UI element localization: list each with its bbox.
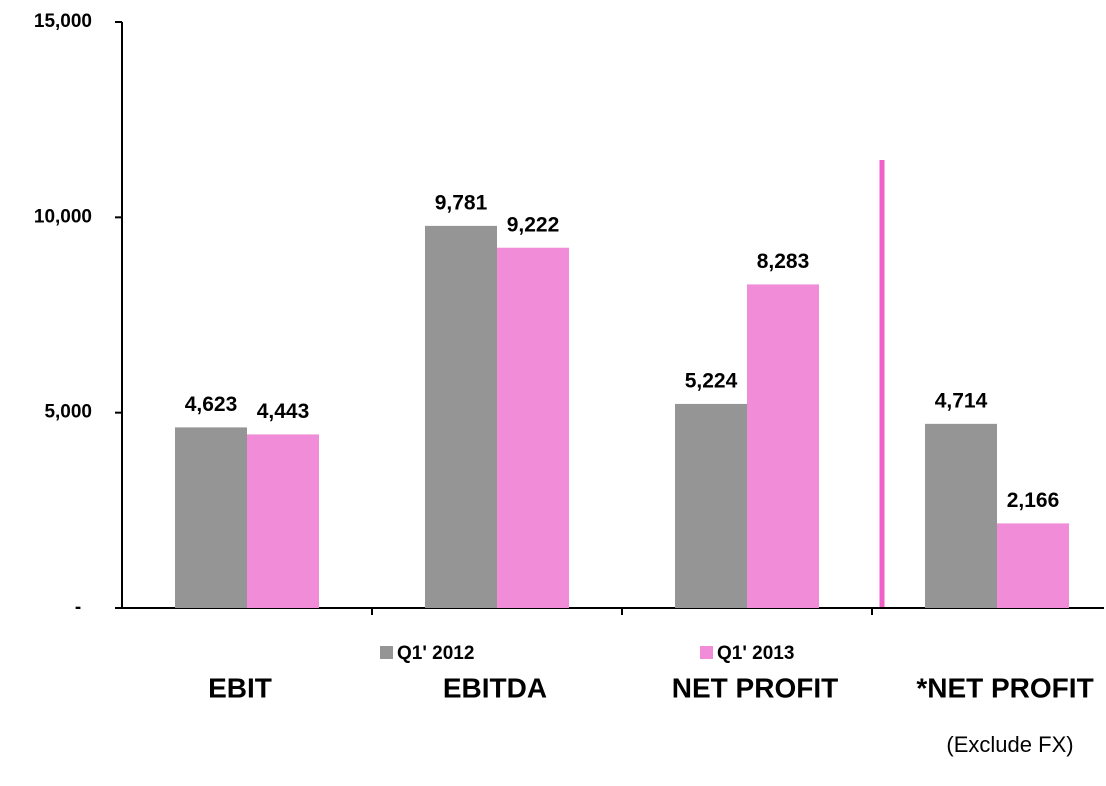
bar [425, 225, 497, 609]
y-tick-label: 15,000 [34, 11, 92, 32]
legend-label: Q1' 2013 [717, 643, 794, 664]
y-tick-label: 5,000 [44, 402, 92, 423]
data-label: 4,623 [185, 393, 238, 416]
legend-swatch [700, 646, 713, 659]
bar [925, 423, 997, 608]
data-label: 2,166 [1007, 489, 1060, 512]
data-label: 4,714 [935, 389, 988, 412]
data-label: 9,781 [435, 191, 488, 214]
data-label: 8,283 [757, 250, 810, 273]
y-tick-label: 10,000 [34, 206, 92, 227]
data-label: 4,443 [257, 400, 310, 423]
x-tick-label: EBITDA [443, 672, 547, 703]
data-label: 9,222 [507, 213, 560, 236]
bar [247, 434, 319, 608]
x-tick-label: EBIT [208, 672, 272, 703]
bar [175, 427, 247, 608]
annotation: (Exclude FX) [946, 732, 1073, 757]
bar [675, 403, 747, 608]
bar [747, 284, 819, 608]
bar [497, 247, 569, 608]
x-tick-label: NET PROFIT [672, 672, 838, 703]
legend-label: Q1' 2012 [397, 643, 474, 664]
y-tick-label: - [75, 597, 81, 618]
bar [997, 523, 1069, 608]
legend-swatch [380, 646, 393, 659]
x-tick-label: *NET PROFIT [916, 672, 1093, 703]
data-label: 5,224 [685, 369, 738, 392]
